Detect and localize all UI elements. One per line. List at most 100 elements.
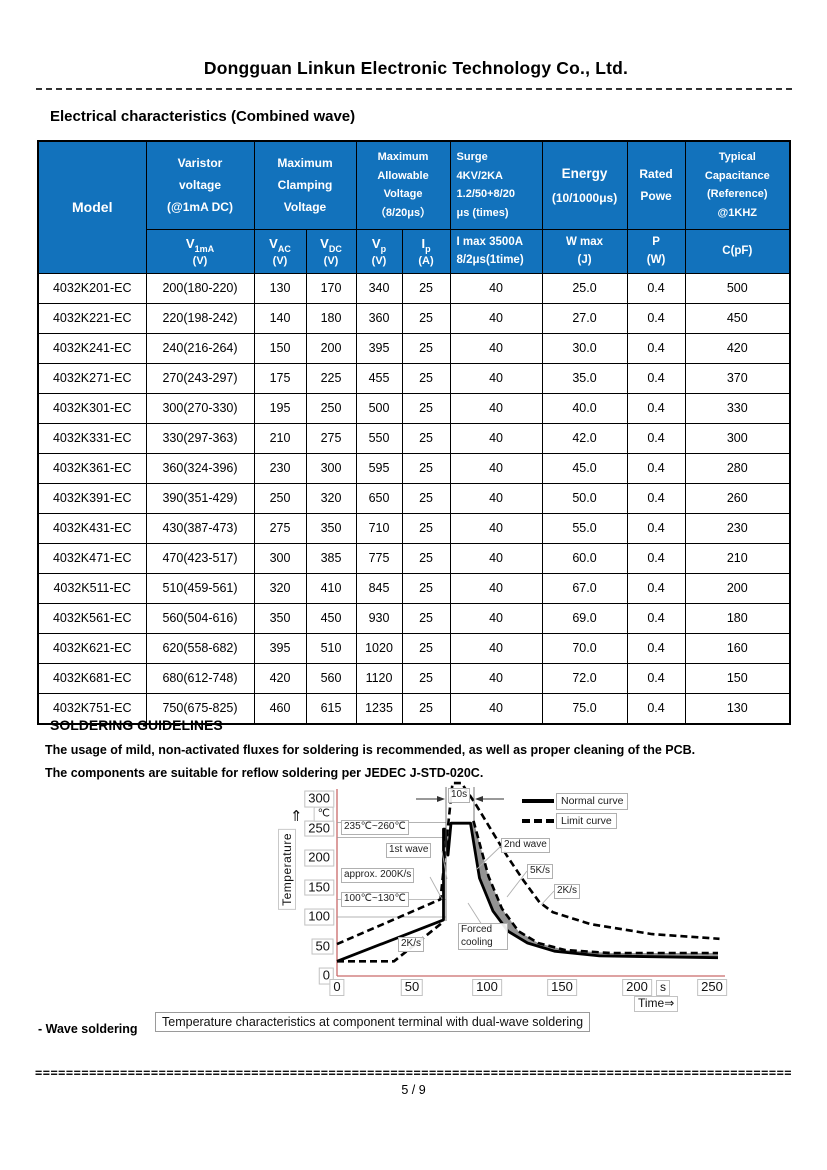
table-row: 4032K511-EC 510(459-561) 320 410 845 25 40 67.0… [37, 572, 791, 604]
table-cell: 25 [401, 692, 451, 724]
table-cell: 0.4 [626, 692, 686, 724]
x-tick-label: 50 [400, 979, 424, 996]
footer-rule: ========================================… [35, 1066, 792, 1080]
table-cell: 180 [305, 302, 357, 334]
y-tick-label: 50 [311, 938, 334, 955]
table-cell: 330(297-363) [145, 422, 255, 454]
table-header-cell: Maximum Allowable Voltage （8/20μs） [355, 140, 451, 230]
table-row: 4032K681-EC 680(612-748) 420 560 1120 25 40 72.… [37, 662, 791, 694]
table-cell: 25 [401, 572, 451, 604]
table-cell: 130 [684, 692, 791, 724]
table-cell: 150 [684, 662, 791, 694]
table-cell: 620(558-682) [145, 632, 255, 664]
table-header-cell: Varistor voltage (@1mA DC) [145, 140, 255, 230]
table-header-cell: Maximum Clamping Voltage [253, 140, 357, 230]
table-cell: 340 [355, 272, 403, 304]
table-cell: 180 [684, 602, 791, 634]
soldering-profile-chart: ⇑ Temperature 300 250 200 150 100 50 0 ℃ 0 50 100 1… [270, 781, 770, 1035]
chart-caption: Temperature characteristics at component… [155, 1012, 591, 1032]
table-cell: 300 [684, 422, 791, 454]
table-cell: 40 [449, 512, 543, 544]
x-tick-label: 100 [472, 979, 502, 996]
table-cell: 40.0 [541, 392, 628, 424]
table-cell: 25 [401, 272, 451, 304]
table-cell: 0.4 [626, 392, 686, 424]
table-cell: 25 [401, 392, 451, 424]
table-cell: 25 [401, 512, 451, 544]
y-axis-title: Temperature [278, 829, 296, 910]
table-cell: 300(270-330) [145, 392, 255, 424]
table-cell: 25 [401, 422, 451, 454]
table-cell: 25 [401, 632, 451, 664]
table-cell: 40 [449, 482, 543, 514]
table-cell: 0.4 [626, 422, 686, 454]
table-cell: 210 [253, 422, 307, 454]
table-cell: 0.4 [626, 602, 686, 634]
table-cell: 300 [253, 542, 307, 574]
table-cell: 0.4 [626, 452, 686, 484]
table-cell: 930 [355, 602, 403, 634]
y-axis-unit: ℃ [313, 806, 334, 822]
table-cell: 75.0 [541, 692, 628, 724]
table-cell: 4032K331-EC [37, 422, 147, 454]
table-row: 4032K221-EC 220(198-242) 140 180 360 25 40 27.0… [37, 302, 791, 334]
table-cell: 0.4 [626, 512, 686, 544]
table-cell: 0.4 [626, 482, 686, 514]
table-cell: 455 [355, 362, 403, 394]
chart-annotation: 10s [448, 788, 471, 803]
table-row: 4032K621-EC 620(558-682) 395 510 1020 25 40 70.… [37, 632, 791, 664]
solid-line-icon [522, 799, 554, 804]
table-cell: 175 [253, 362, 307, 394]
table-cell: 275 [305, 422, 357, 454]
table-cell: 67.0 [541, 572, 628, 604]
table-cell: 40 [449, 662, 543, 694]
x-axis-title: Time⇒ [634, 996, 679, 1012]
table-subheader-cell: Vp (V) [355, 228, 403, 274]
table-cell: 225 [305, 362, 357, 394]
table-subheader-cell: W max (J) [541, 228, 628, 274]
table-cell: 220(198-242) [145, 302, 255, 334]
table-cell: 4032K361-EC [37, 452, 147, 484]
up-arrow-icon: ⇑ [290, 808, 303, 825]
y-tick-label: 200 [304, 849, 334, 867]
table-cell: 25 [401, 602, 451, 634]
table-cell: 4032K431-EC [37, 512, 147, 544]
dashed-line-icon [522, 819, 554, 824]
table-cell: 410 [305, 572, 357, 604]
table-cell: 40 [449, 602, 543, 634]
table-cell: 4032K681-EC [37, 662, 147, 694]
table-cell: 4032K201-EC [37, 272, 147, 304]
table-cell: 72.0 [541, 662, 628, 694]
table-cell: 50.0 [541, 482, 628, 514]
table-cell: 4032K271-EC [37, 362, 147, 394]
table-header-cell: Typical Capacitance (Reference) @1KHZ [684, 140, 791, 230]
table-cell: 385 [305, 542, 357, 574]
table-cell: 260 [684, 482, 791, 514]
legend-label: Normal curve [556, 793, 629, 810]
x-tick-label: 0 [329, 979, 345, 996]
table-cell: 140 [253, 302, 307, 334]
table-cell: 500 [684, 272, 791, 304]
table-cell: 230 [684, 512, 791, 544]
table-header-cell: Rated Powe [626, 140, 686, 230]
chart-annotation: approx. 200K/s [341, 868, 415, 883]
table-row: 4032K241-EC 240(216-264) 150 200 395 25 40 30.0… [37, 332, 791, 364]
table-cell: 470(423-517) [145, 542, 255, 574]
table-cell: 390(351-429) [145, 482, 255, 514]
table-cell: 25 [401, 302, 451, 334]
table-cell: 775 [355, 542, 403, 574]
soldering-paragraph-1: The usage of mild, non-activated fluxes … [45, 743, 696, 757]
table-row: 4032K331-EC 330(297-363) 210 275 550 25 40 42.0… [37, 422, 791, 454]
soldering-guidelines-heading: SOLDERING GUIDELINES [50, 717, 223, 733]
table-cell: 150 [253, 332, 307, 364]
table-cell: 1235 [355, 692, 403, 724]
table-cell: 40 [449, 302, 543, 334]
table-cell: 250 [305, 392, 357, 424]
table-cell: 560 [305, 662, 357, 694]
y-tick-label: 300 [304, 790, 334, 808]
table-row: 4032K361-EC 360(324-396) 230 300 595 25 40 45.0… [37, 452, 791, 484]
electrical-characteristics-table: Model Varistor voltage (@1mA DC) Maximum Clam… [37, 140, 792, 725]
table-cell: 40 [449, 542, 543, 574]
header-model: Model [37, 140, 147, 274]
